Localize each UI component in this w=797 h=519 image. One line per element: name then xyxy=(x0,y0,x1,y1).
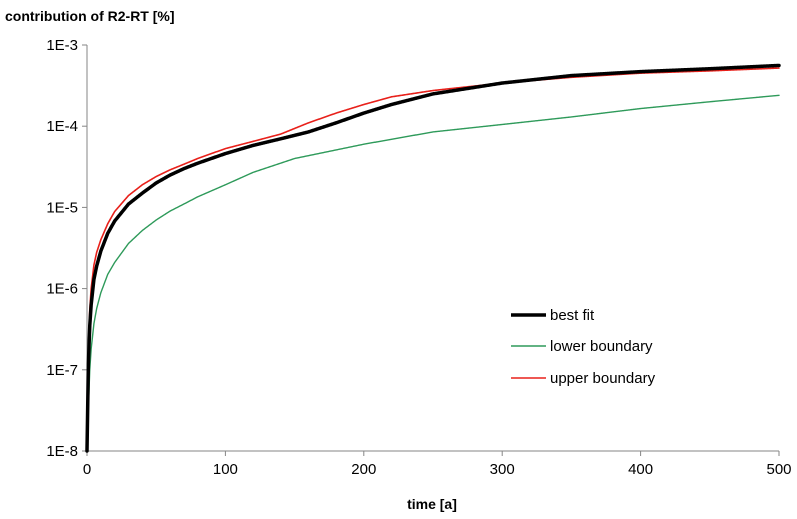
legend: best fit lower boundary upper boundary xyxy=(511,307,656,387)
y-axis-title: contribution of R2-RT [%] xyxy=(5,8,175,24)
legend-label-upper-boundary: upper boundary xyxy=(550,370,656,387)
y-tick-label: 1E-7 xyxy=(46,362,78,379)
x-axis-title: time [a] xyxy=(407,496,457,512)
series-line-best-fit xyxy=(85,63,781,453)
x-tick-label: 0 xyxy=(83,461,91,478)
series-line-lower-boundary xyxy=(86,94,780,452)
y-tick-label: 1E-8 xyxy=(46,443,78,460)
x-tick-label: 200 xyxy=(351,461,376,478)
y-tick-label: 1E-5 xyxy=(46,199,78,216)
legend-label-lower-boundary: lower boundary xyxy=(550,338,653,355)
x-tick-label: 300 xyxy=(490,461,515,478)
series-layer xyxy=(85,63,781,453)
x-tick-label: 500 xyxy=(766,461,791,478)
x-tick-label: 100 xyxy=(213,461,238,478)
y-tick-label: 1E-3 xyxy=(46,37,78,54)
y-tick-label: 1E-6 xyxy=(46,281,78,298)
legend-label-best-fit: best fit xyxy=(550,307,595,324)
series-line-upper-boundary xyxy=(86,67,780,452)
axes: 0 100 200 300 400 500 1E-8 1E-7 1E-6 1E-5 1E-4 1E-3 xyxy=(46,37,791,478)
x-tick-label: 400 xyxy=(628,461,653,478)
y-tick-label: 1E-4 xyxy=(46,118,78,135)
